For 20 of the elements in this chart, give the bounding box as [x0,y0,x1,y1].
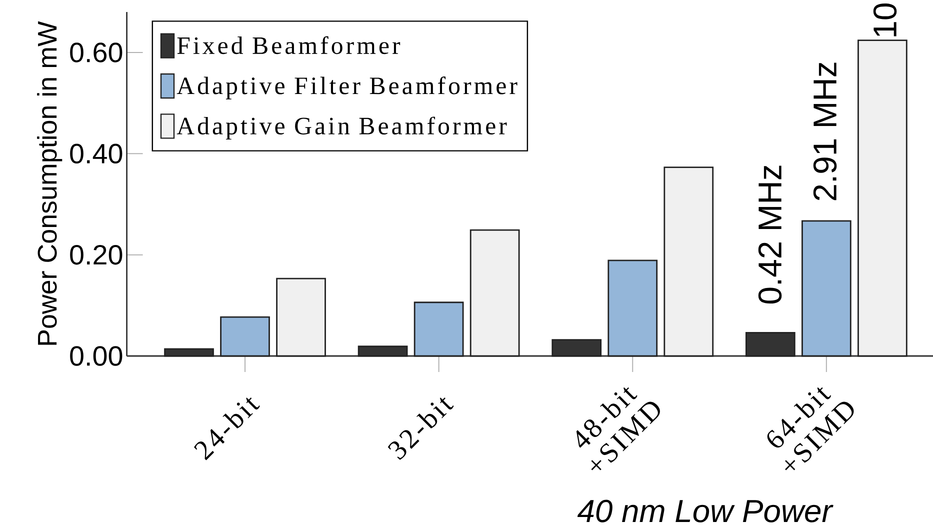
annotation: 2.91 MHz [813,62,837,200]
legend-label: Fixed Beamformer [177,36,400,54]
bar [858,40,908,357]
bar [276,278,326,357]
bar [608,260,658,357]
y-tick-label: 0.20 [70,244,122,265]
legend-label: Adaptive Filter Beamformer [176,76,518,100]
y-tick-label: 0.00 [70,346,122,366]
text: 40 nm Low Power [577,500,834,522]
annotation: 0.42 MHz [758,166,782,304]
y-axis-title: Power Consumption in mW [37,21,62,345]
y-tick-label: 0.60 [70,42,122,62]
bar [664,166,714,357]
annotation: 10 [873,4,897,36]
y-tick-label: 0.40 [70,144,122,164]
bar [220,316,270,357]
bar [470,229,520,357]
legend-label: Adaptive Gain Beamformer [176,116,507,140]
bar [414,302,464,357]
bar [801,220,852,357]
